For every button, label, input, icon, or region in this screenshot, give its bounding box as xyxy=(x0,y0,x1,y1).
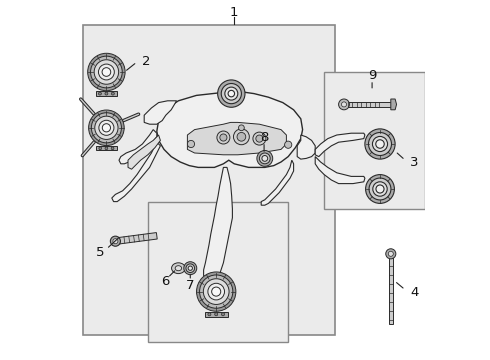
Text: 4: 4 xyxy=(410,286,418,299)
Bar xyxy=(389,254,392,324)
Circle shape xyxy=(208,283,224,300)
Circle shape xyxy=(373,182,387,196)
Circle shape xyxy=(239,125,245,131)
Circle shape xyxy=(376,140,384,148)
Circle shape xyxy=(220,134,227,141)
Circle shape xyxy=(110,236,121,246)
Text: 7: 7 xyxy=(186,279,195,292)
Bar xyxy=(205,312,227,316)
Text: 1: 1 xyxy=(230,6,239,19)
Circle shape xyxy=(113,239,118,244)
Polygon shape xyxy=(115,233,157,244)
Circle shape xyxy=(188,266,193,270)
Circle shape xyxy=(187,140,195,148)
Circle shape xyxy=(99,120,114,135)
Circle shape xyxy=(253,132,266,145)
Circle shape xyxy=(196,272,236,311)
Circle shape xyxy=(221,84,242,104)
Polygon shape xyxy=(204,167,232,277)
Text: 2: 2 xyxy=(143,55,151,68)
Bar xyxy=(83,25,335,335)
Polygon shape xyxy=(128,135,160,169)
Circle shape xyxy=(184,262,197,275)
Circle shape xyxy=(368,132,392,156)
Circle shape xyxy=(285,141,292,148)
Ellipse shape xyxy=(175,266,182,271)
Circle shape xyxy=(212,287,220,296)
Circle shape xyxy=(262,156,268,161)
Circle shape xyxy=(215,313,218,316)
Circle shape xyxy=(94,60,119,84)
Polygon shape xyxy=(157,92,303,167)
Circle shape xyxy=(218,80,245,107)
Text: 6: 6 xyxy=(161,275,169,288)
Bar xyxy=(148,202,288,342)
Text: 9: 9 xyxy=(368,69,376,82)
Bar xyxy=(344,102,391,107)
Circle shape xyxy=(386,249,396,259)
Text: 8: 8 xyxy=(260,131,268,144)
Circle shape xyxy=(208,313,211,316)
Circle shape xyxy=(225,87,238,100)
Circle shape xyxy=(388,251,393,256)
Polygon shape xyxy=(261,160,294,205)
Circle shape xyxy=(376,185,384,193)
Circle shape xyxy=(203,279,229,305)
Ellipse shape xyxy=(172,263,185,274)
Circle shape xyxy=(91,56,122,88)
Circle shape xyxy=(365,129,395,159)
Circle shape xyxy=(102,124,111,132)
Circle shape xyxy=(95,116,118,139)
Circle shape xyxy=(89,110,124,145)
Circle shape xyxy=(99,147,101,150)
Bar xyxy=(324,72,425,209)
Text: 5: 5 xyxy=(96,246,104,259)
Circle shape xyxy=(257,150,273,166)
Circle shape xyxy=(102,68,111,76)
Circle shape xyxy=(372,136,388,152)
Circle shape xyxy=(91,113,122,143)
Polygon shape xyxy=(187,122,286,155)
Circle shape xyxy=(111,147,114,150)
Polygon shape xyxy=(297,135,315,159)
Circle shape xyxy=(237,132,246,141)
Circle shape xyxy=(256,135,263,142)
Circle shape xyxy=(221,313,224,316)
Circle shape xyxy=(98,64,114,80)
Bar xyxy=(96,91,117,96)
Polygon shape xyxy=(315,157,365,184)
Bar xyxy=(96,146,117,150)
Polygon shape xyxy=(144,101,176,124)
Circle shape xyxy=(369,178,391,200)
Circle shape xyxy=(105,147,108,150)
Circle shape xyxy=(111,92,114,95)
Circle shape xyxy=(98,92,101,95)
Circle shape xyxy=(88,53,125,91)
Polygon shape xyxy=(315,133,365,157)
Circle shape xyxy=(217,131,230,144)
Circle shape xyxy=(366,175,394,203)
Circle shape xyxy=(342,102,346,107)
Circle shape xyxy=(199,275,233,308)
Polygon shape xyxy=(112,142,160,202)
Circle shape xyxy=(186,264,195,273)
Text: 3: 3 xyxy=(410,156,418,169)
Circle shape xyxy=(339,99,349,110)
Circle shape xyxy=(105,92,108,95)
Circle shape xyxy=(259,153,270,164)
Polygon shape xyxy=(391,99,396,110)
Circle shape xyxy=(228,90,235,97)
Polygon shape xyxy=(119,130,157,164)
Circle shape xyxy=(233,129,249,145)
